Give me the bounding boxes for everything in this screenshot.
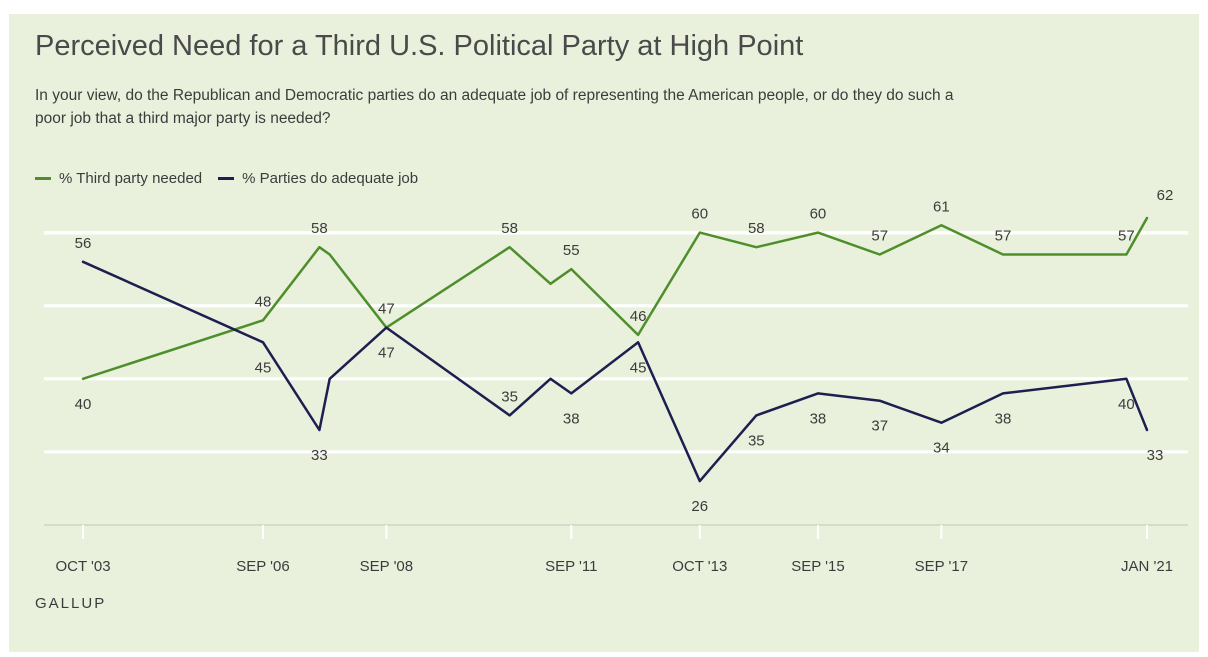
data-label: 33 (1147, 447, 1164, 464)
data-label: 57 (871, 228, 888, 245)
legend-label-third-party: % Third party needed (59, 170, 203, 187)
x-tick-label: SEP '11 (545, 558, 597, 575)
data-label: 58 (748, 220, 765, 237)
series-line-third-party-needed (81, 216, 1149, 381)
data-label: 40 (75, 396, 92, 413)
x-tick-label: SEP '08 (360, 558, 413, 575)
data-label: 61 (933, 198, 950, 215)
data-label: 45 (630, 359, 647, 376)
chart-card (9, 14, 1199, 652)
x-tick-label: OCT '13 (672, 558, 727, 575)
x-tick-label: SEP '06 (236, 558, 289, 575)
x-tick-label: SEP '17 (915, 558, 968, 575)
legend-label-adequate-job: % Parties do adequate job (242, 170, 419, 187)
data-label: 45 (255, 359, 272, 376)
data-label: 48 (255, 293, 272, 310)
chart-legend: % Third party needed % Parties do adequa… (35, 170, 434, 187)
data-label: 35 (501, 388, 518, 405)
data-label: 35 (748, 432, 765, 449)
legend-swatch-third-party (35, 177, 51, 180)
data-label: 47 (378, 301, 395, 318)
series-line-parties-adequate-job (81, 260, 1149, 483)
data-label: 60 (691, 206, 708, 223)
data-label: 58 (501, 220, 518, 237)
data-label: 62 (1157, 187, 1174, 204)
data-label: 33 (311, 447, 328, 464)
legend-swatch-adequate-job (218, 177, 235, 180)
data-label: 34 (933, 440, 950, 457)
x-tick-label: SEP '15 (791, 558, 844, 575)
data-label: 38 (563, 410, 580, 427)
data-label: 26 (691, 498, 708, 515)
data-label: 57 (1118, 228, 1135, 245)
legend-item-third-party: % Third party needed (35, 170, 202, 187)
data-label: 38 (995, 410, 1012, 427)
data-label: 58 (311, 220, 328, 237)
chart-subtitle: In your view, do the Republican and Demo… (35, 87, 954, 127)
chart-title: Perceived Need for a Third U.S. Politica… (35, 30, 804, 62)
legend-item-adequate-job: % Parties do adequate job (218, 170, 418, 187)
x-tick-label: JAN '21 (1121, 558, 1173, 575)
data-label: 56 (75, 235, 92, 252)
data-label: 46 (630, 308, 647, 325)
data-label: 57 (995, 228, 1012, 245)
data-label: 47 (378, 345, 395, 362)
data-label: 55 (563, 242, 580, 259)
gallup-brand: GALLUP (35, 595, 107, 612)
data-label: 60 (810, 206, 827, 223)
data-label: 38 (810, 410, 827, 427)
data-label: 37 (871, 418, 888, 435)
x-tick-label: OCT '03 (55, 558, 110, 575)
data-label: 40 (1118, 396, 1135, 413)
